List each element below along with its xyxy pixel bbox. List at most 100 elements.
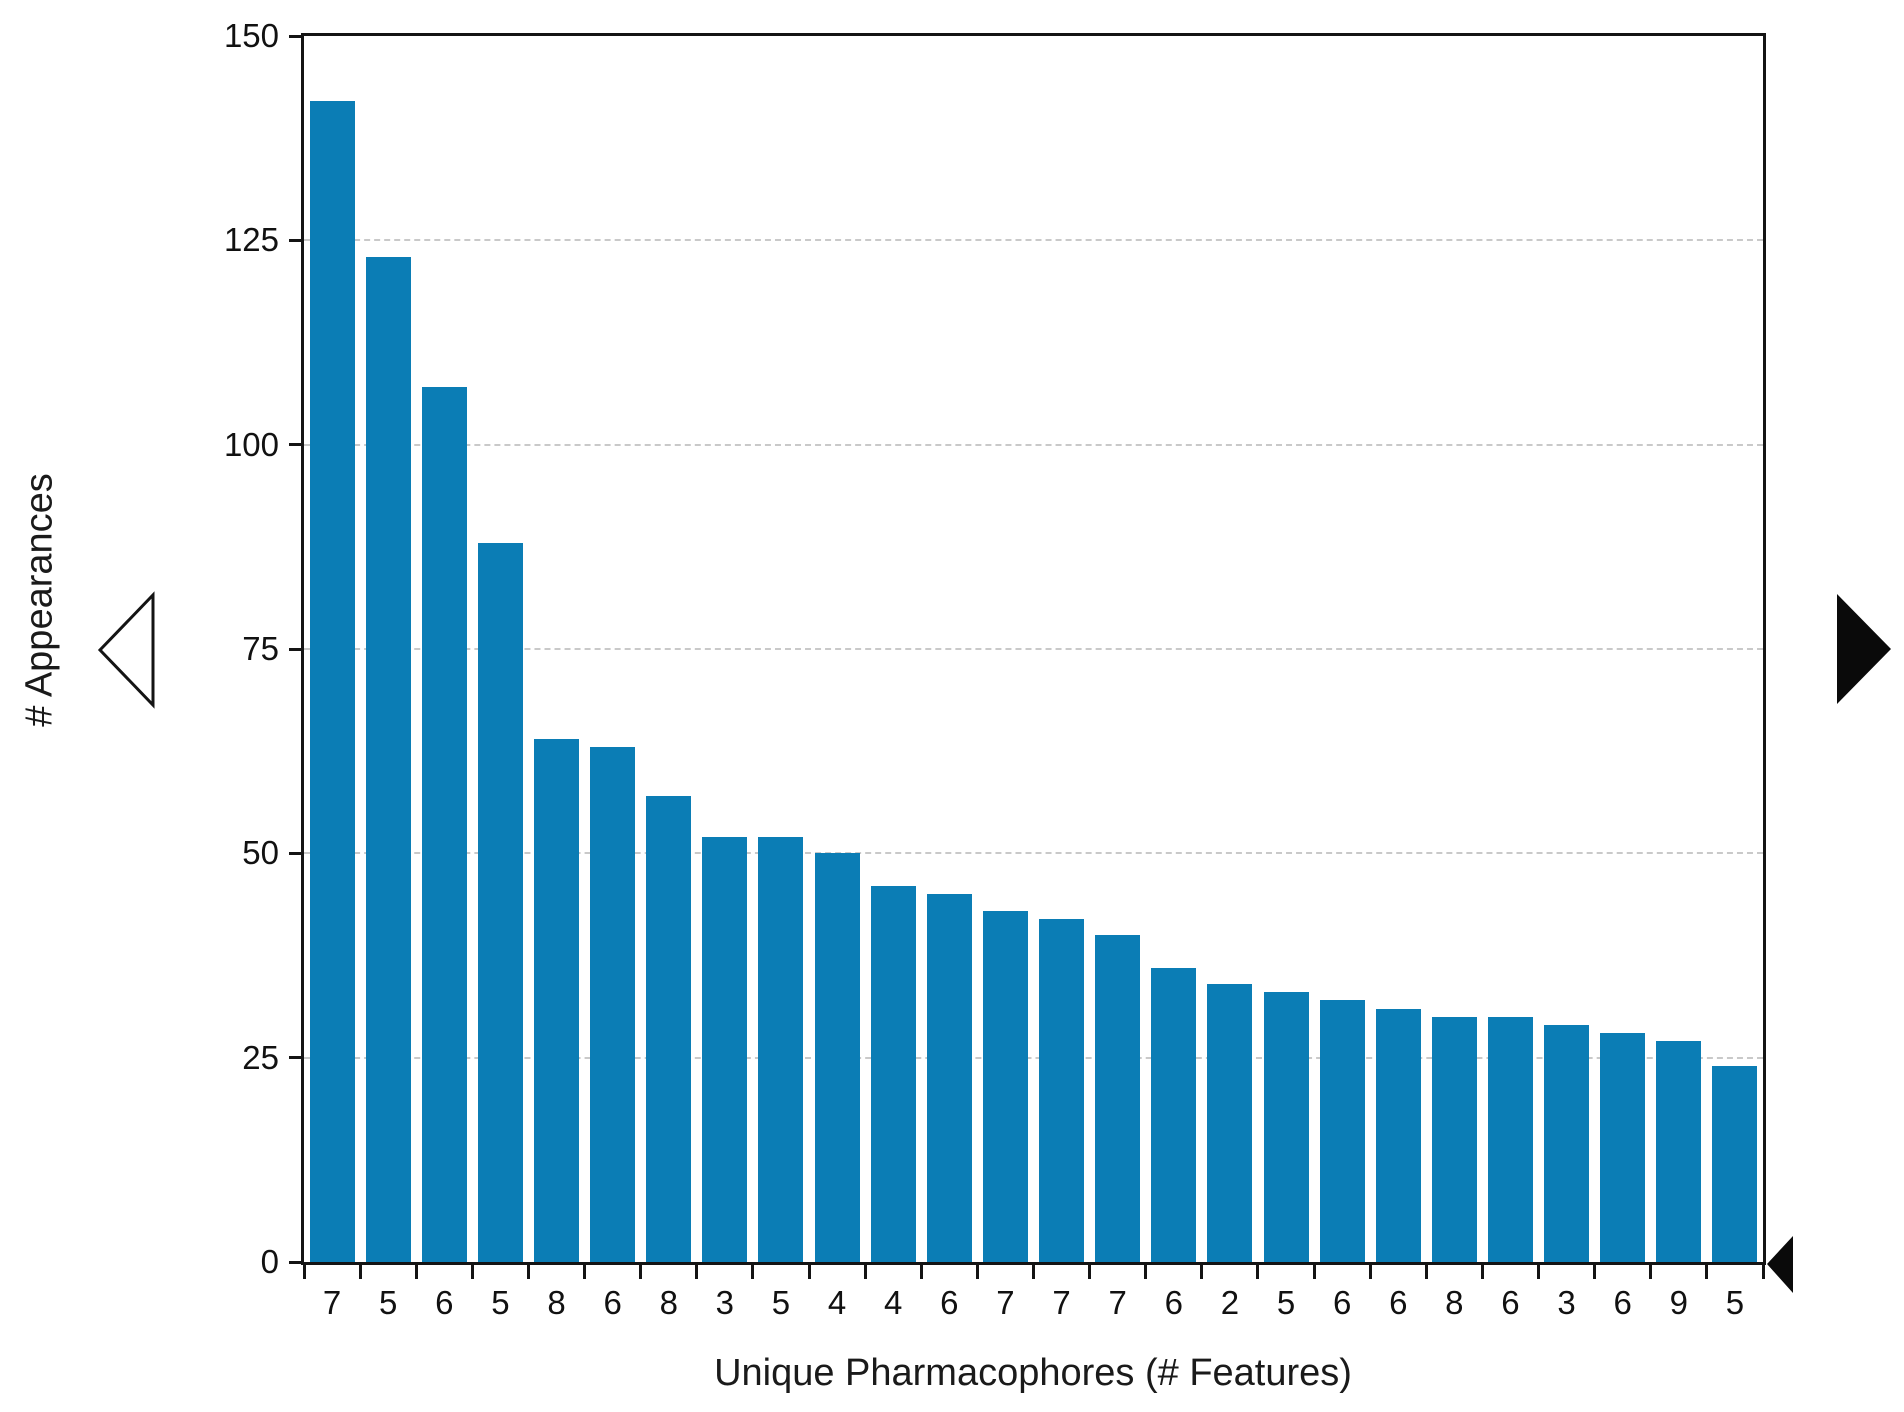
- x-tick: [302, 1262, 306, 1279]
- gridline-75: [304, 648, 1763, 650]
- bar-13[interactable]: [982, 910, 1028, 1262]
- x-tick-label: 7: [1052, 1284, 1071, 1321]
- bar-12[interactable]: [926, 894, 972, 1262]
- gridline-25: [304, 1056, 1763, 1059]
- x-tick-label: 7: [322, 1284, 342, 1321]
- x-tick: [639, 1262, 643, 1279]
- x-tick: [1032, 1262, 1035, 1279]
- x-tick-label: 6: [435, 1284, 454, 1321]
- bar-4[interactable]: [477, 542, 523, 1262]
- x-tick: [1593, 1262, 1597, 1279]
- x-tick-label: 5: [1725, 1284, 1745, 1321]
- y-tick-label: 25: [242, 1038, 279, 1076]
- gridline-50: [304, 852, 1763, 855]
- bar-16[interactable]: [1151, 967, 1197, 1262]
- x-tick: [1537, 1262, 1541, 1279]
- bar-17[interactable]: [1207, 984, 1253, 1262]
- x-tick-label: 8: [659, 1284, 678, 1321]
- plot-area: 0 25 50 75 100 125 150 7 5 6 5 8 6 8 3 5 4 4 6 7 7 7 6 2 5 6 6 8 6 3 6…: [224, 18, 1766, 1321]
- solid-left-triangle-icon: [1767, 1236, 1793, 1293]
- x-tick-label: 6: [1613, 1284, 1632, 1321]
- x-tick: [526, 1262, 530, 1279]
- y-tick: [289, 34, 301, 38]
- x-tick-label: 5: [491, 1284, 510, 1321]
- bar-2[interactable]: [365, 256, 411, 1262]
- gridline-125: [304, 239, 1763, 242]
- x-tick-label: 4: [827, 1284, 847, 1321]
- x-tick-label: 6: [940, 1284, 959, 1321]
- next-page-arrow[interactable]: [1836, 594, 1892, 704]
- x-tick: [414, 1262, 418, 1279]
- x-tick: [1200, 1262, 1204, 1279]
- bar-15[interactable]: [1095, 935, 1141, 1262]
- bar-7[interactable]: [646, 796, 692, 1262]
- hollow-left-triangle-icon: [97, 591, 155, 709]
- bar-9[interactable]: [758, 837, 804, 1262]
- bar-5[interactable]: [534, 738, 580, 1262]
- y-tick: [289, 443, 301, 447]
- bar-1[interactable]: [309, 101, 355, 1262]
- x-tick: [975, 1262, 979, 1279]
- x-tick: [1144, 1262, 1148, 1279]
- x-tick: [1424, 1262, 1428, 1279]
- x-tick-label: 6: [1164, 1284, 1183, 1321]
- bar-14[interactable]: [1039, 918, 1085, 1262]
- y-tick: [289, 1056, 301, 1060]
- bar-25[interactable]: [1656, 1041, 1702, 1262]
- y-tick-label: 150: [223, 17, 279, 54]
- y-tick-label: 50: [242, 834, 279, 872]
- x-tick-label: 8: [547, 1284, 566, 1321]
- x-tick-label: 6: [1501, 1284, 1520, 1321]
- x-tick-label: 4: [884, 1284, 903, 1321]
- x-tick: [358, 1262, 362, 1279]
- bar-6[interactable]: [590, 747, 636, 1262]
- y-tick: [289, 647, 301, 651]
- bar-26[interactable]: [1712, 1065, 1758, 1262]
- x-tick-label: 3: [715, 1284, 735, 1321]
- x-tick: [751, 1262, 755, 1279]
- y-tick: [289, 851, 301, 855]
- bar-11[interactable]: [870, 886, 916, 1262]
- y-tick-label: 125: [223, 221, 279, 259]
- x-tick: [583, 1262, 587, 1279]
- y-tick: [289, 238, 301, 242]
- x-tick: [1705, 1262, 1709, 1279]
- x-tick: [470, 1262, 474, 1279]
- x-tick-label: 6: [1332, 1284, 1352, 1321]
- bar-22[interactable]: [1487, 1016, 1533, 1262]
- y-tick-label: 75: [242, 630, 279, 667]
- y-tick: [289, 1260, 301, 1264]
- x-tick-label: 6: [603, 1284, 622, 1321]
- x-tick-label: 6: [1389, 1284, 1408, 1321]
- bar-20[interactable]: [1375, 1008, 1421, 1262]
- x-tick: [863, 1262, 867, 1279]
- bar-24[interactable]: [1600, 1033, 1646, 1262]
- bar-3[interactable]: [421, 387, 467, 1262]
- bar-8[interactable]: [702, 837, 748, 1262]
- x-axis-title: Unique Pharmacophores (# Features): [714, 1352, 1352, 1394]
- prev-page-arrow[interactable]: [96, 591, 156, 709]
- x-tick: [1368, 1262, 1372, 1279]
- x-tick: [1256, 1262, 1260, 1279]
- bar-23[interactable]: [1544, 1024, 1590, 1262]
- x-tick: [1312, 1262, 1316, 1279]
- bar-18[interactable]: [1263, 992, 1309, 1262]
- gridline-100: [304, 443, 1763, 446]
- x-tick: [1088, 1262, 1092, 1279]
- y-axis-title: # Appearances: [18, 473, 61, 727]
- x-tick-label: 7: [996, 1284, 1015, 1321]
- x-tick: [1480, 1262, 1484, 1279]
- bar-19[interactable]: [1319, 1000, 1365, 1262]
- x-tick-label: 8: [1445, 1284, 1464, 1321]
- y-tick-label: 100: [223, 425, 279, 463]
- x-tick: [1649, 1262, 1653, 1279]
- x-axis-end-marker[interactable]: [1766, 1236, 1794, 1293]
- x-tick: [1761, 1262, 1765, 1279]
- x-tick-label: 9: [1669, 1284, 1688, 1321]
- x-tick: [807, 1262, 811, 1279]
- x-tick-label: 2: [1220, 1284, 1240, 1321]
- bar-21[interactable]: [1431, 1016, 1477, 1262]
- y-tick-label: 0: [260, 1243, 279, 1280]
- bar-10[interactable]: [814, 853, 860, 1262]
